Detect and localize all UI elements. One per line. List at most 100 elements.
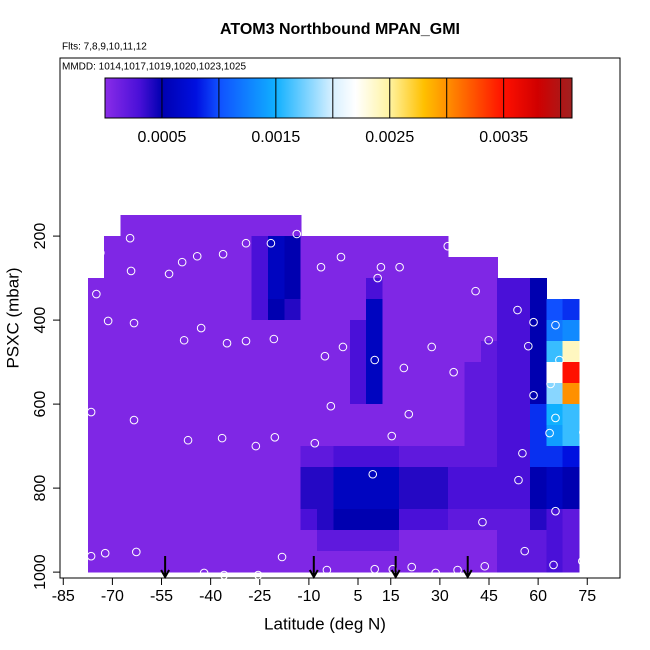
heat-cell [448,446,466,468]
heat-cell [448,257,466,279]
heat-cell [169,404,187,426]
heat-cell [153,341,171,363]
heat-cell [169,467,187,489]
heat-cell [464,425,482,447]
plot-frame [59,57,621,579]
heat-cell [218,404,236,426]
heat-cell [415,446,433,468]
heat-cell [349,425,367,447]
heat-cell [317,257,335,279]
heat-cell [251,488,269,510]
heat-cell [480,488,498,510]
heat-cell [251,551,269,573]
obs-point [513,305,522,315]
heat-cell [300,362,318,384]
heat-cell [398,362,416,384]
heat-cell [333,467,351,489]
heat-cell [202,362,220,384]
heat-cell [186,341,204,363]
heat-cell [136,362,154,384]
heat-cell [235,341,253,363]
heat-cell [300,530,318,552]
obs-point [241,238,251,248]
obs-point [449,367,458,377]
x-tick-label: 60 [529,588,547,605]
heat-cell [382,467,400,489]
obs-point [480,561,490,571]
heat-cell [529,278,547,300]
heat-cell [529,341,547,363]
heat-cell [267,320,285,342]
obs-point [277,552,287,562]
heat-cell [153,446,171,468]
heat-cell [448,551,466,573]
heat-cell [333,425,351,447]
heat-cell [136,278,154,300]
heat-cell [136,404,154,426]
obs-point [270,432,280,442]
obs-point [164,269,174,279]
heat-cell [382,383,400,405]
heat-cell [300,551,318,573]
heat-cell [366,530,384,552]
heat-cell [480,425,498,447]
heat-cell [202,404,220,426]
y-tick-label: 200 [32,223,49,250]
heat-cell [186,551,204,573]
heat-cell [497,341,515,363]
heat-cell [382,446,400,468]
heat-cell [366,257,384,279]
heat-cell [415,488,433,510]
x-tick-label: 30 [431,588,449,605]
obs-point [404,409,414,419]
heat-cell [300,425,318,447]
heat-cell [529,404,547,426]
heat-cell [382,236,400,258]
obs-point [431,568,440,578]
heat-cell [349,551,367,573]
heat-cell [300,236,318,258]
heat-cell [104,551,122,573]
heat-cell [382,530,400,552]
heat-cell [202,530,220,552]
heat-cell [153,530,171,552]
obs-point [196,323,206,333]
heat-cell [398,404,416,426]
heat-cell [104,341,122,363]
heat-cell [448,467,466,489]
heat-cell [267,446,285,468]
arrow-marker [160,556,170,580]
arrow-marker [462,556,473,580]
heat-cell [186,278,204,300]
heat-cell [169,551,187,573]
x-tick-label: 15 [382,588,400,605]
heat-cell [415,551,433,573]
heat-cell [104,299,122,321]
heat-cell [186,299,204,321]
heat-cell [104,488,122,510]
heat-cell [87,299,105,321]
heat-cell [366,362,384,384]
colorbar-tick-label: 0.0035 [479,129,528,146]
heat-cell [202,467,220,489]
obs-point [219,570,229,580]
y-tick-label: 600 [32,391,49,418]
heat-cell [529,299,547,321]
obs-point [453,565,462,575]
obs-point [427,342,436,352]
heat-cell [415,404,433,426]
heat-cell [448,530,466,552]
heat-cell [202,551,220,573]
heat-cell [464,257,482,279]
heat-cell [448,320,466,342]
heat-cell [480,383,498,405]
heat-cell [202,341,220,363]
heat-cell [120,467,138,489]
heat-cell [169,257,187,279]
heat-cell [431,320,449,342]
heat-cell [333,488,351,510]
heat-cell [448,404,466,426]
heat-cell [202,278,220,300]
obs-point [92,289,101,299]
heat-cell [300,257,318,279]
